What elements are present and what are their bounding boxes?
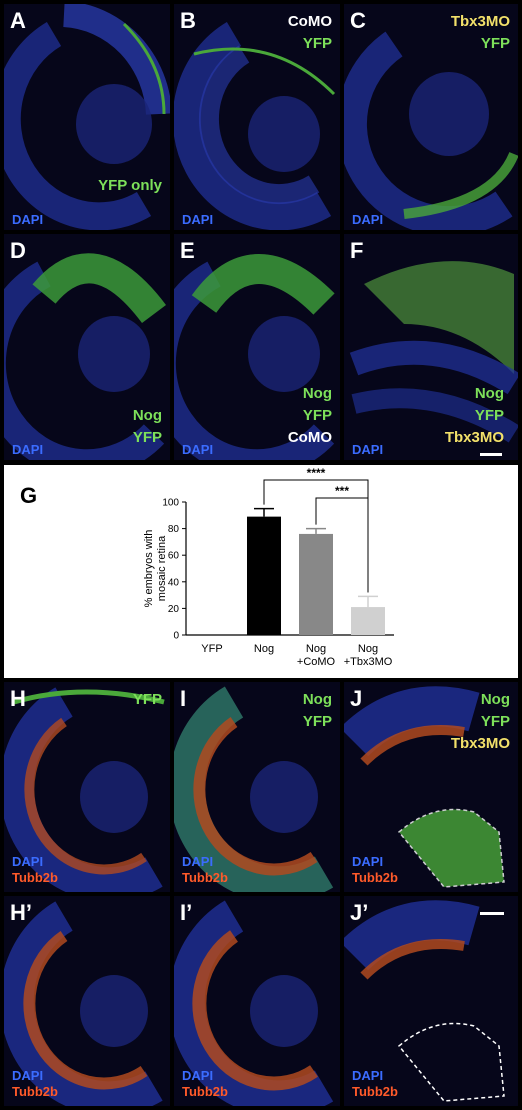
x-tick-label: YFP — [201, 643, 222, 655]
retina-image-a — [4, 4, 170, 230]
panel-label: D — [10, 238, 26, 263]
panel-e: E Nog YFP CoMO DAPI — [174, 234, 340, 460]
bar — [351, 607, 385, 635]
tubb2b-label: Tubb2b — [352, 1084, 398, 1099]
panel-label: G — [20, 483, 38, 508]
retina-image-f — [349, 261, 518, 443]
x-tick-label: Nog — [254, 643, 274, 655]
panel-label: I’ — [180, 900, 193, 925]
retina-image-i-prime — [174, 900, 334, 1106]
tubb2b-label: Tubb2b — [352, 870, 398, 885]
significance-label: *** — [335, 484, 349, 498]
tubb2b-label: Tubb2b — [12, 1084, 58, 1099]
panel-j: J Nog YFP Tbx3MO DAPI Tubb2b — [344, 682, 518, 892]
retina-image-h-prime — [4, 901, 163, 1106]
scale-bar — [480, 912, 504, 915]
dapi-label: DAPI — [182, 442, 214, 457]
dapi-label: DAPI — [352, 442, 384, 457]
retina-image-h — [4, 687, 165, 892]
dapi-label: DAPI — [182, 212, 214, 227]
panel-b: B CoMO YFP DAPI — [174, 4, 340, 230]
tag-yfp-only: YFP only — [98, 177, 162, 194]
x-tick-label: Nog +Tbx3MO — [344, 643, 393, 668]
panel-a: A YFP only DAPI — [4, 4, 170, 230]
tubb2b-label: Tubb2b — [12, 870, 58, 885]
panel-label: J — [350, 686, 363, 711]
y-tick-label: 60 — [168, 551, 180, 562]
y-tick-label: 20 — [168, 604, 180, 615]
tag-yfp: YFP — [302, 713, 332, 730]
dapi-label: DAPI — [12, 212, 44, 227]
bar — [247, 516, 281, 635]
y-tick-label: 100 — [162, 498, 179, 509]
panel-label: E — [180, 238, 195, 263]
tubb2b-label: Tubb2b — [182, 1084, 228, 1099]
panel-h-prime: H’ DAPI Tubb2b — [4, 896, 170, 1106]
retina-image-d — [4, 253, 166, 460]
panel-label: H — [10, 686, 26, 711]
bar-chart: 0 20 40 60 80 100 % embryos withmosaic retina Y… — [143, 466, 394, 668]
tubb2b-label: Tubb2b — [182, 870, 228, 885]
tag-tbx3mo: Tbx3MO — [450, 735, 510, 752]
scale-bar — [480, 453, 502, 456]
panel-label: I — [180, 686, 187, 711]
dapi-label: DAPI — [12, 1068, 44, 1083]
panel-label: F — [350, 238, 364, 263]
y-tick-label: 0 — [173, 631, 179, 642]
panel-f: F Nog YFP Tbx3MO DAPI — [344, 234, 518, 460]
tag-yfp: YFP — [474, 407, 504, 424]
significance-bracket — [315, 497, 369, 593]
tag-tbx3mo: Tbx3MO — [450, 13, 510, 30]
retina-image-c — [344, 31, 518, 230]
tag-yfp: YFP — [480, 35, 510, 52]
y-tick-label: 80 — [168, 524, 180, 535]
retina-image-e — [174, 254, 335, 460]
retina-image-i — [174, 686, 334, 892]
dapi-label: DAPI — [12, 442, 44, 457]
tag-nog: Nog — [474, 385, 504, 402]
x-tick-label: Nog +CoMO — [297, 643, 336, 668]
dapi-label: DAPI — [182, 854, 214, 869]
tag-tbx3mo: Tbx3MO — [444, 429, 504, 446]
panel-c: C Tbx3MO YFP DAPI — [344, 4, 518, 230]
chart-panel-g: G 0 20 40 60 80 100 % embryos withmosaic retin… — [4, 465, 518, 678]
panel-j-prime: J’ DAPI Tubb2b — [344, 896, 518, 1106]
dapi-label: DAPI — [352, 1068, 384, 1083]
retina-image-j — [344, 686, 505, 888]
panel-label: H’ — [10, 900, 32, 925]
panel-i-prime: I’ DAPI Tubb2b — [174, 896, 340, 1106]
panel-d: D Nog YFP DAPI — [4, 234, 170, 460]
panel-i: I Nog YFP DAPI Tubb2b — [174, 682, 340, 892]
panel-label: C — [350, 8, 366, 33]
tag-yfp: YFP — [480, 713, 510, 730]
dapi-label: DAPI — [182, 1068, 214, 1083]
bar — [299, 533, 333, 635]
tag-como: CoMO — [287, 429, 332, 446]
tag-nog: Nog — [132, 407, 162, 424]
tag-nog: Nog — [302, 691, 332, 708]
panel-h: H YFP DAPI Tubb2b — [4, 682, 170, 892]
tag-yfp: YFP — [302, 35, 332, 52]
retina-image-j-prime — [344, 900, 505, 1102]
significance-label: **** — [307, 466, 326, 480]
panel-label: A — [10, 8, 26, 33]
retina-image-b — [174, 21, 336, 230]
y-axis-label: % embryos withmosaic retina — [143, 530, 168, 608]
tag-nog: Nog — [302, 385, 332, 402]
tag-yfp: YFP — [132, 691, 162, 708]
tag-yfp: YFP — [302, 407, 332, 424]
tag-nog: Nog — [480, 691, 510, 708]
panel-label: J’ — [350, 900, 369, 925]
tag-yfp: YFP — [132, 429, 162, 446]
y-tick-label: 40 — [168, 577, 180, 588]
panel-label: B — [180, 8, 196, 33]
dapi-label: DAPI — [352, 212, 384, 227]
tag-como: CoMO — [287, 13, 332, 30]
dapi-label: DAPI — [352, 854, 384, 869]
dapi-label: DAPI — [12, 854, 44, 869]
